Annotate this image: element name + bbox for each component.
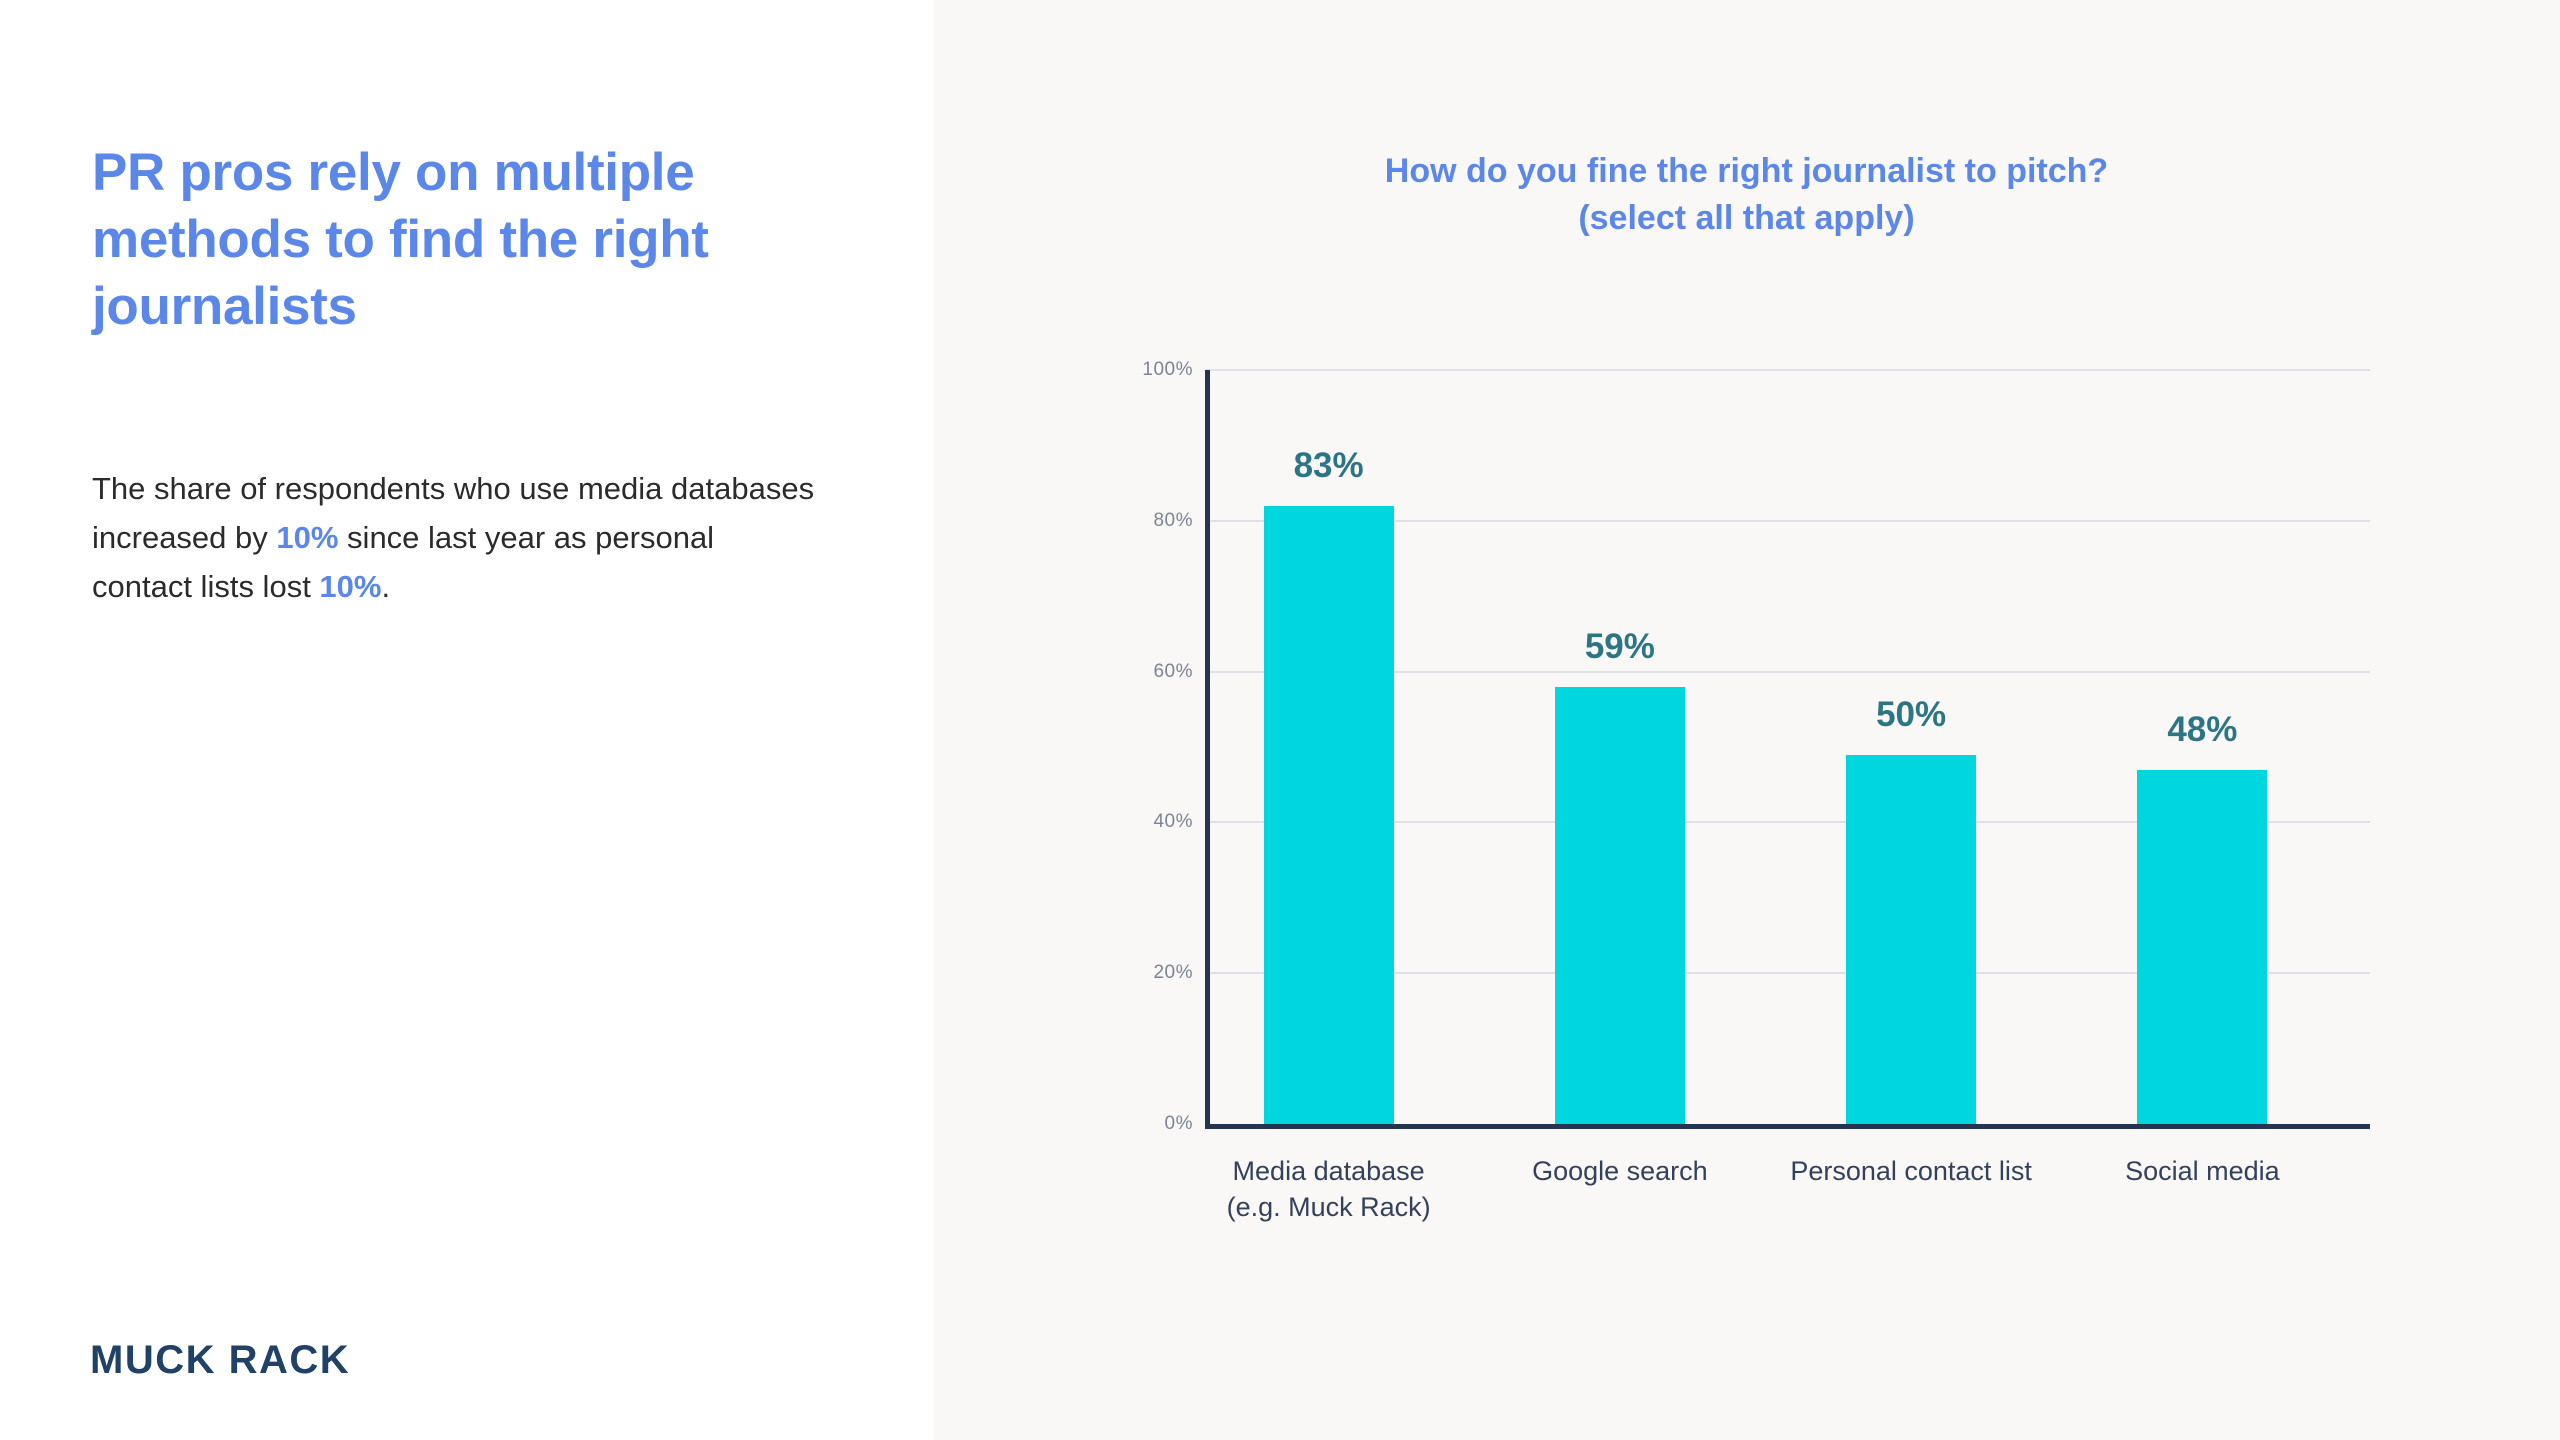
y-axis-line [1205, 370, 1210, 1129]
bar[interactable] [1263, 505, 1394, 1124]
body-text-part3: . [381, 568, 391, 604]
y-tick-label: 20% [1153, 962, 1193, 984]
body-text-part2: since last year as personal contact list… [92, 519, 715, 604]
bar-value-label: 50% [1876, 694, 1947, 734]
x-category-label: Personal contact list [1790, 1156, 2032, 1186]
y-tick-label: 60% [1153, 660, 1193, 682]
chart-title-block: How do you fine the right journalist to … [933, 148, 2560, 242]
body-text-part1: The share of respondents who use media d… [92, 471, 815, 555]
muck-rack-logo: MUCK RACK [90, 1338, 351, 1382]
gridline [1205, 519, 2370, 522]
chart-panel: How do you fine the right journalist to … [933, 0, 2560, 1440]
bar[interactable] [2137, 769, 2268, 1124]
bar-value-label: 48% [2167, 709, 2238, 749]
y-tick-label: 80% [1153, 509, 1193, 531]
y-tick-label: 0% [1164, 1113, 1193, 1134]
bar-value-label: 83% [1293, 445, 1364, 485]
left-text-panel: PR pros rely on multiple methods to find… [0, 0, 933, 1440]
x-axis-line [1205, 1124, 2370, 1129]
gridline [1205, 972, 2370, 975]
bar-value-label: 59% [1584, 626, 1655, 666]
body-stat-2: 10% [319, 568, 382, 604]
chart-plot-area: 0% 20% 40% 60% 80% 100% 83% 59% 50% 48% Media da… [1142, 359, 2370, 1222]
y-tick-label: 40% [1153, 811, 1193, 833]
chart-title-line2: (select all that apply) [1578, 198, 1915, 237]
page-title: PR pros rely on multiple methods to find… [92, 143, 709, 336]
bar[interactable] [1846, 754, 1977, 1124]
x-category-label: Social media [2125, 1156, 2280, 1186]
gridline [1205, 369, 2370, 371]
gridline [1205, 821, 2370, 824]
bar[interactable] [1554, 686, 1685, 1124]
x-category-label: Media database (e.g. Muck Rack) [1226, 1156, 1431, 1222]
body-paragraph: The share of respondents who use media d… [92, 465, 822, 612]
chart-title-line1: How do you fine the right journalist to … [1384, 152, 2109, 190]
x-category-label: Google search [1532, 1156, 1708, 1186]
body-stat-1: 10% [276, 519, 339, 555]
y-tick-label: 100% [1142, 359, 1193, 380]
gridline [1205, 670, 2370, 673]
